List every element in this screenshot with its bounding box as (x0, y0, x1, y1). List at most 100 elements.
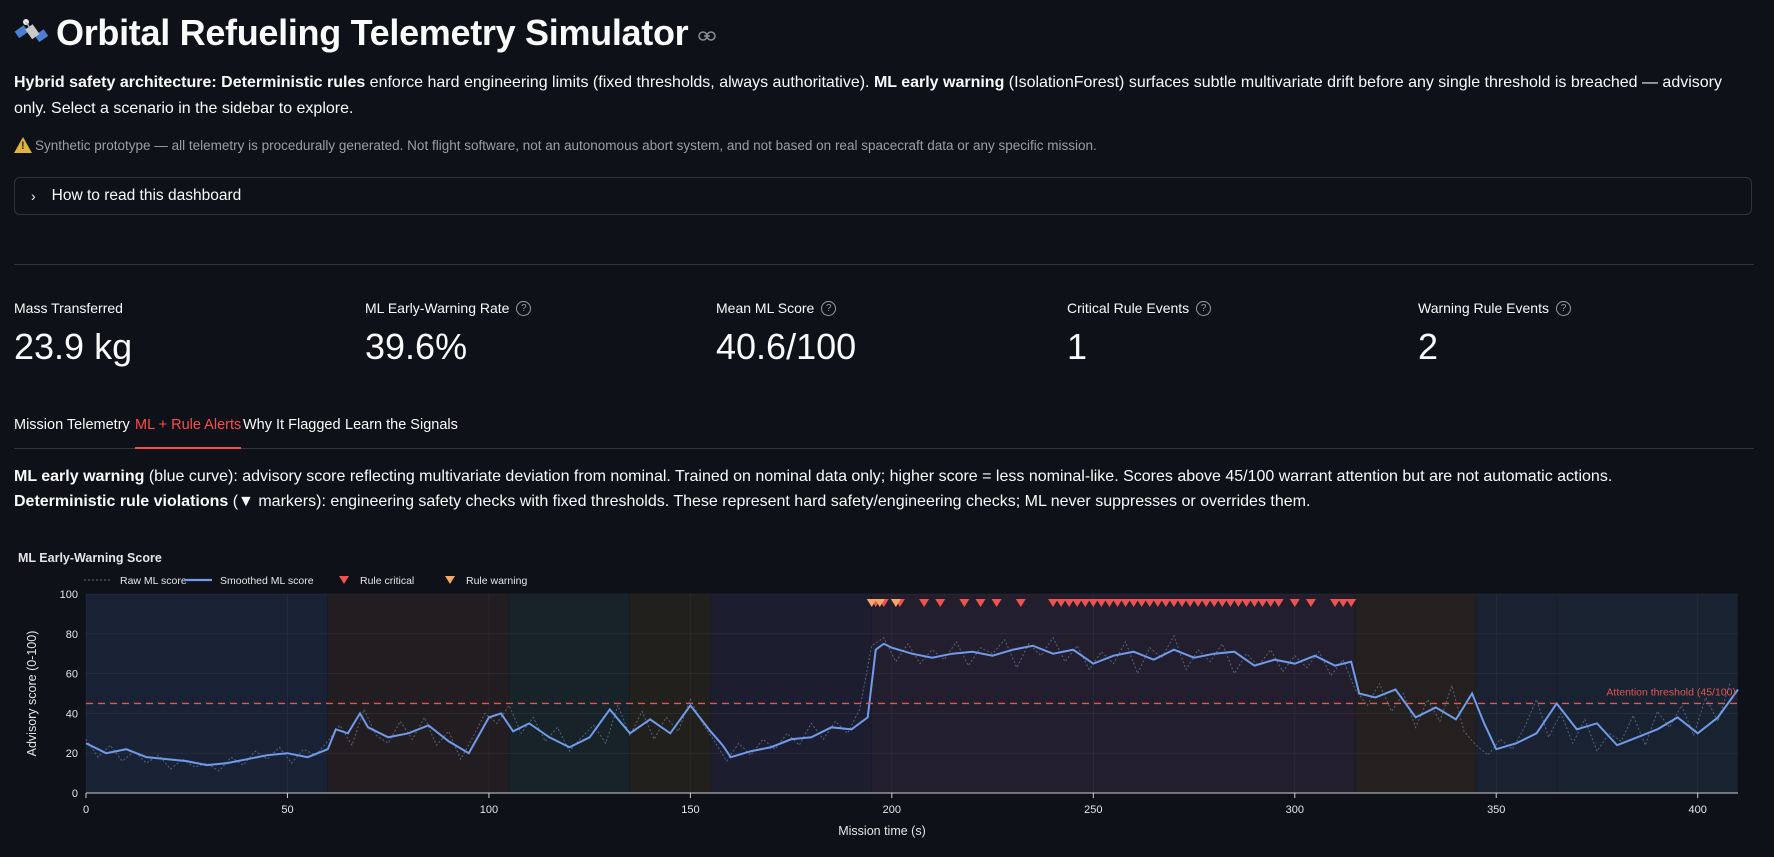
metric-critical-rule-events: Critical Rule Events? 1 (1067, 300, 1212, 368)
rule-critical-marker (1305, 599, 1316, 607)
rule-critical-marker (1160, 599, 1171, 607)
metric-mean-ml-score: Mean ML Score? 40.6/100 (716, 300, 856, 368)
tab-ml-rule-alerts[interactable]: ML + Rule Alerts (135, 416, 242, 449)
phase-band (1355, 594, 1477, 793)
y-axis-label: Advisory score (0-100) (25, 631, 39, 757)
intro-bold-1: Hybrid safety architecture: Deterministi… (14, 74, 366, 91)
rule-critical-marker (919, 599, 930, 607)
rule-critical-marker (1273, 599, 1284, 607)
legend-label: Smoothed ML score (220, 575, 314, 587)
rule-critical-marker (1249, 599, 1260, 607)
description-bold-1: ML early warning (14, 468, 145, 485)
raw-ml-score-line (85, 634, 1731, 772)
y-tick-label: 100 (60, 589, 78, 601)
phase-band (1476, 594, 1557, 793)
rule-critical-marker (1168, 599, 1179, 607)
rule-warning-marker (890, 599, 901, 607)
satellite-icon (14, 14, 52, 52)
rule-critical-marker (1120, 599, 1131, 607)
page-header: Orbital Refueling Telemetry Simulator (14, 8, 717, 58)
rule-warning-marker (874, 599, 885, 607)
rule-critical-marker (1104, 599, 1115, 607)
legend-label: Raw ML score (120, 575, 187, 587)
rule-critical-marker (935, 599, 946, 607)
phase-band (871, 594, 1356, 793)
rule-critical-marker (1225, 599, 1236, 607)
tab-why-it-flagged[interactable]: Why It Flagged (243, 417, 341, 433)
anchor-link-icon[interactable] (698, 26, 717, 47)
metric-mass-transferred: Mass Transferred 23.9 kg (14, 300, 132, 368)
x-tick-label: 400 (1689, 804, 1707, 816)
legend-marker-swatch (445, 576, 455, 584)
rule-critical-marker (1136, 599, 1147, 607)
rule-critical-marker (1185, 599, 1196, 607)
help-icon[interactable]: ? (821, 300, 837, 316)
tab-description: ML early warning (blue curve): advisory … (14, 464, 1754, 514)
metric-ml-early-warning-rate: ML Early-Warning Rate? 39.6% (365, 300, 532, 368)
x-axis-label: Mission time (s) (838, 824, 926, 838)
y-tick-label: 40 (66, 708, 78, 720)
rule-critical-marker (1080, 599, 1091, 607)
legend-label: Rule critical (360, 575, 414, 587)
page-title: Orbital Refueling Telemetry Simulator (56, 12, 689, 53)
divider (14, 264, 1754, 265)
rule-critical-marker (1015, 599, 1026, 607)
description-line-2: Deterministic rule violations (▼ markers… (14, 489, 1754, 514)
intro-bold-2: ML early warning (873, 74, 1005, 91)
x-tick-label: 300 (1286, 804, 1304, 816)
rule-critical-marker (1064, 599, 1075, 607)
how-to-read-expander[interactable]: › How to read this dashboard (14, 177, 1752, 215)
intro-text-2: (IsolationForest) surfaces subtle multiv… (14, 74, 1723, 117)
metric-label: Warning Rule Events (1418, 300, 1549, 316)
phase-band (1556, 594, 1738, 793)
disclaimer: ! Synthetic prototype — all telemetry is… (14, 136, 1097, 153)
x-tick-label: 50 (281, 804, 293, 816)
legend-marker-swatch (339, 576, 349, 584)
intro-text-1: enforce hard engineering limits (fixed t… (365, 74, 874, 91)
description-text-1: (blue curve): advisory score reflecting … (144, 468, 1613, 485)
rule-critical-marker (1330, 599, 1341, 607)
threshold-label: Attention threshold (45/100) (1606, 686, 1736, 698)
rule-critical-marker (1217, 599, 1228, 607)
metric-label: ML Early-Warning Rate (365, 300, 510, 316)
metric-value: 1 (1067, 326, 1088, 367)
rule-critical-marker (1176, 599, 1187, 607)
rule-warning-marker (866, 599, 877, 607)
x-tick-label: 350 (1487, 804, 1505, 816)
y-tick-label: 0 (72, 788, 78, 800)
disclaimer-text: Synthetic prototype — all telemetry is p… (35, 138, 1097, 153)
tab-learn-the-signals[interactable]: Learn the Signals (345, 417, 458, 433)
metric-value: 23.9 kg (14, 326, 133, 367)
x-tick-label: 0 (83, 804, 89, 816)
rule-critical-marker (1201, 599, 1212, 607)
phase-band (327, 594, 510, 793)
expander-label: How to read this dashboard (51, 187, 242, 204)
smoothed-ml-score-line (85, 642, 1739, 767)
rule-critical-marker (1112, 599, 1123, 607)
legend-label: Rule warning (466, 575, 527, 587)
x-tick-label: 100 (480, 804, 498, 816)
help-icon[interactable]: ? (516, 300, 532, 316)
tab-mission-telemetry[interactable]: Mission Telemetry (14, 417, 130, 433)
rule-critical-marker (1072, 599, 1083, 607)
y-tick-label: 80 (66, 629, 78, 641)
intro-paragraph: Hybrid safety architecture: Deterministi… (14, 70, 1754, 122)
help-icon[interactable]: ? (1555, 300, 1571, 316)
rule-critical-marker (1233, 599, 1244, 607)
x-tick-label: 150 (681, 804, 699, 816)
rule-critical-marker (975, 599, 986, 607)
metric-value: 2 (1418, 326, 1439, 367)
ml-score-chart[interactable]: ML Early-Warning Score Raw ML score Smooth… (14, 542, 1754, 857)
rule-critical-marker (1088, 599, 1099, 607)
warning-icon: ! (14, 136, 32, 153)
phase-band (509, 594, 630, 793)
phase-band (710, 594, 872, 793)
help-icon[interactable]: ? (1196, 300, 1212, 316)
rule-critical-marker (1257, 599, 1268, 607)
rule-critical-marker (991, 599, 1002, 607)
x-tick-label: 250 (1084, 804, 1102, 816)
chart-svg[interactable]: ML Early-Warning Score Raw ML score Smooth… (14, 542, 1754, 852)
metric-label: Critical Rule Events (1067, 300, 1190, 316)
description-line-1: ML early warning (blue curve): advisory … (14, 464, 1754, 489)
rule-critical-marker (1338, 599, 1349, 607)
